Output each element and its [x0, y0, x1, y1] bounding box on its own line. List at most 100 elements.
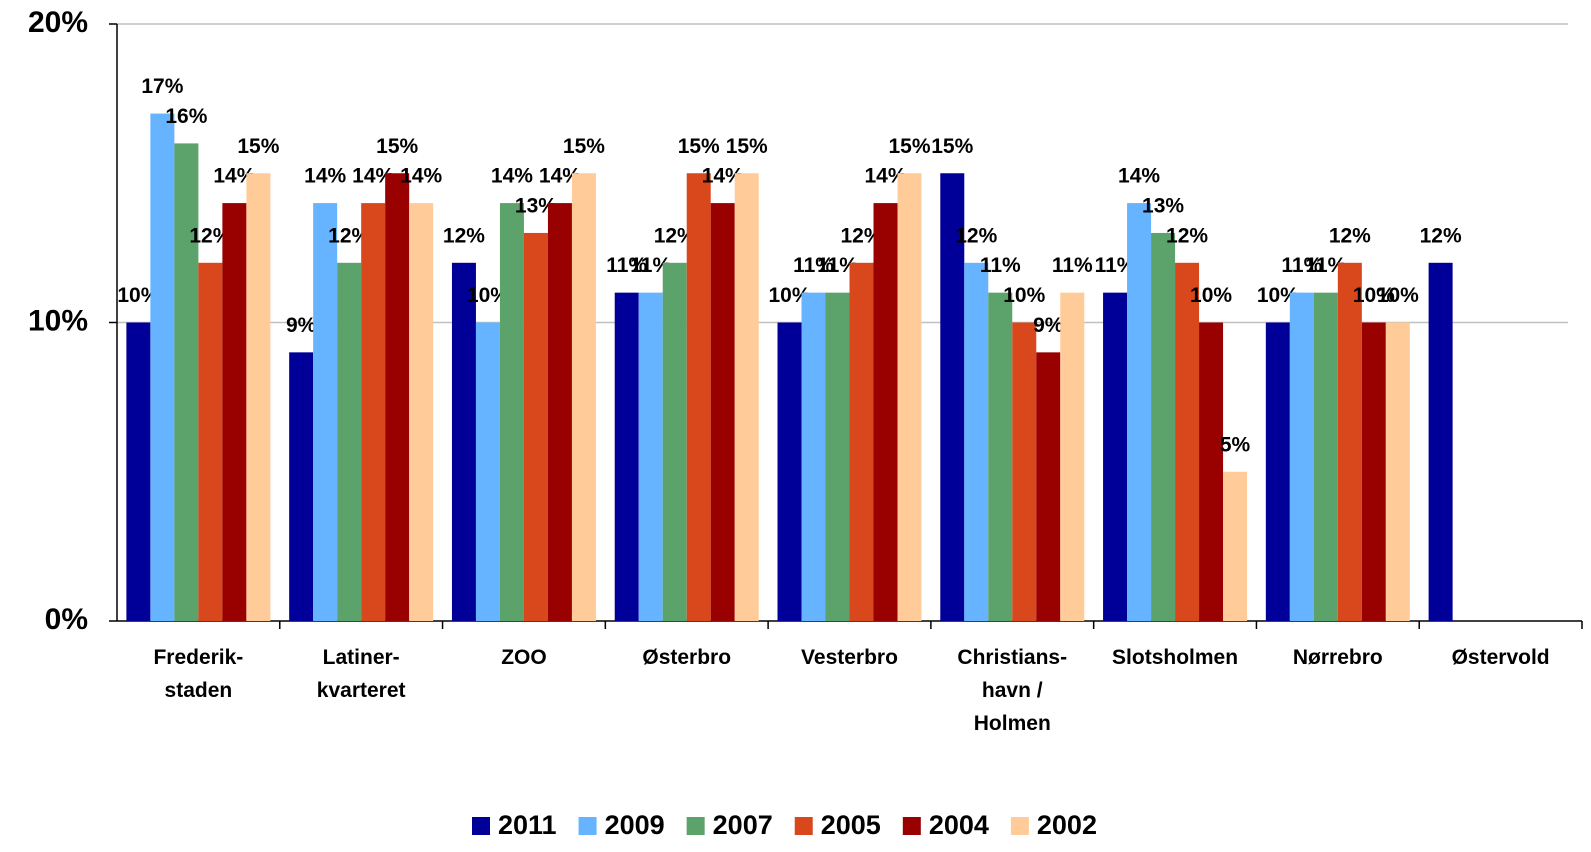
bar [475, 322, 500, 621]
y-tick-label: 10% [28, 304, 88, 337]
data-label: 15% [888, 135, 930, 158]
legend-swatch [1010, 817, 1029, 835]
legend-label: 2002 [1037, 810, 1097, 840]
bar [988, 292, 1013, 621]
data-label: 9% [286, 314, 317, 337]
data-label: 12% [189, 224, 231, 247]
data-label: 16% [165, 105, 207, 128]
legend-label: 2011 [498, 810, 557, 840]
data-label: 15% [237, 135, 279, 158]
legend-swatch [472, 817, 490, 835]
data-label: 14% [400, 165, 442, 188]
bar [198, 262, 223, 621]
bar [499, 203, 524, 621]
data-label: 11% [1095, 254, 1136, 277]
data-label: 15% [678, 135, 720, 158]
bar [150, 113, 175, 622]
data-label: 12% [1329, 224, 1371, 247]
bar [801, 292, 826, 621]
legend-label: 2004 [929, 810, 989, 840]
bar [686, 173, 711, 621]
legend-label: 2007 [713, 810, 773, 840]
legend-swatch [794, 817, 813, 835]
data-label: 14% [1118, 165, 1160, 188]
data-label: 17% [141, 75, 183, 98]
bar [409, 203, 434, 621]
bar [710, 203, 735, 621]
bar [1103, 292, 1128, 621]
bar [547, 203, 572, 621]
data-label: 12% [328, 224, 370, 247]
x-tick-label: Frederik-staden [153, 646, 243, 702]
bar [174, 143, 199, 621]
bar [361, 203, 386, 621]
data-label: 15% [726, 135, 768, 158]
data-label: 15% [931, 135, 973, 158]
data-label: 11% [606, 254, 647, 277]
y-tick-label: 0% [45, 603, 88, 636]
data-label: 14% [304, 165, 346, 188]
data-label: 15% [376, 135, 418, 158]
bar [385, 173, 410, 621]
bar [246, 173, 271, 621]
bar [964, 262, 989, 621]
data-label: 14% [491, 165, 533, 188]
data-label: 13% [515, 194, 557, 217]
x-tick-label: Østerbro [642, 646, 731, 669]
data-label: 12% [1420, 224, 1462, 247]
data-label: 10% [768, 284, 810, 307]
data-label: 12% [443, 224, 485, 247]
x-tick-label: Nørrebro [1293, 646, 1383, 669]
legend-swatch [686, 817, 705, 835]
bar [638, 292, 663, 621]
data-label: 15% [563, 135, 605, 158]
bar [571, 173, 596, 621]
bar [1361, 322, 1386, 621]
bar [451, 262, 476, 621]
data-label: 11% [1052, 254, 1093, 277]
bar [1199, 322, 1224, 621]
bar [1337, 262, 1362, 621]
bar [614, 292, 639, 621]
x-tick-label: Slotsholmen [1112, 646, 1238, 669]
bar [222, 203, 247, 621]
bar [734, 173, 759, 621]
legend: 2011 2009 2007 2005 2004 2002 [472, 810, 1097, 840]
data-label: 14% [539, 165, 581, 188]
data-label: 11% [630, 254, 671, 277]
data-label: 11% [817, 254, 858, 277]
bar [897, 173, 922, 621]
legend-swatch [578, 817, 597, 835]
data-label: 10% [1003, 284, 1045, 307]
data-label: 11% [980, 254, 1021, 277]
data-label: 10% [1353, 284, 1395, 307]
bar [662, 262, 687, 621]
data-label: 11% [1281, 254, 1322, 277]
bar [523, 232, 548, 621]
x-tick-label: Latiner-kvarteret [317, 646, 406, 702]
data-label: 14% [213, 165, 255, 188]
y-tick-label: 20% [28, 6, 88, 39]
bar [1127, 203, 1152, 621]
legend-label: 2009 [605, 810, 665, 840]
data-label: 14% [352, 165, 394, 188]
data-label: 12% [654, 224, 696, 247]
x-tick-label: Vesterbro [801, 646, 898, 669]
data-label: 5% [1220, 433, 1251, 456]
legend-label: 2005 [821, 810, 881, 840]
bar [337, 262, 362, 621]
data-label: 9% [1033, 314, 1064, 337]
data-label: 12% [955, 224, 997, 247]
bar [1313, 292, 1338, 621]
bar [289, 352, 314, 621]
data-label: 12% [1166, 224, 1208, 247]
bar [1151, 232, 1176, 621]
bar [1265, 322, 1290, 621]
bar [825, 292, 850, 621]
data-label: 11% [1305, 254, 1346, 277]
data-label: 14% [702, 165, 744, 188]
bar [1012, 322, 1037, 621]
bar [777, 322, 802, 621]
bar [940, 173, 965, 621]
